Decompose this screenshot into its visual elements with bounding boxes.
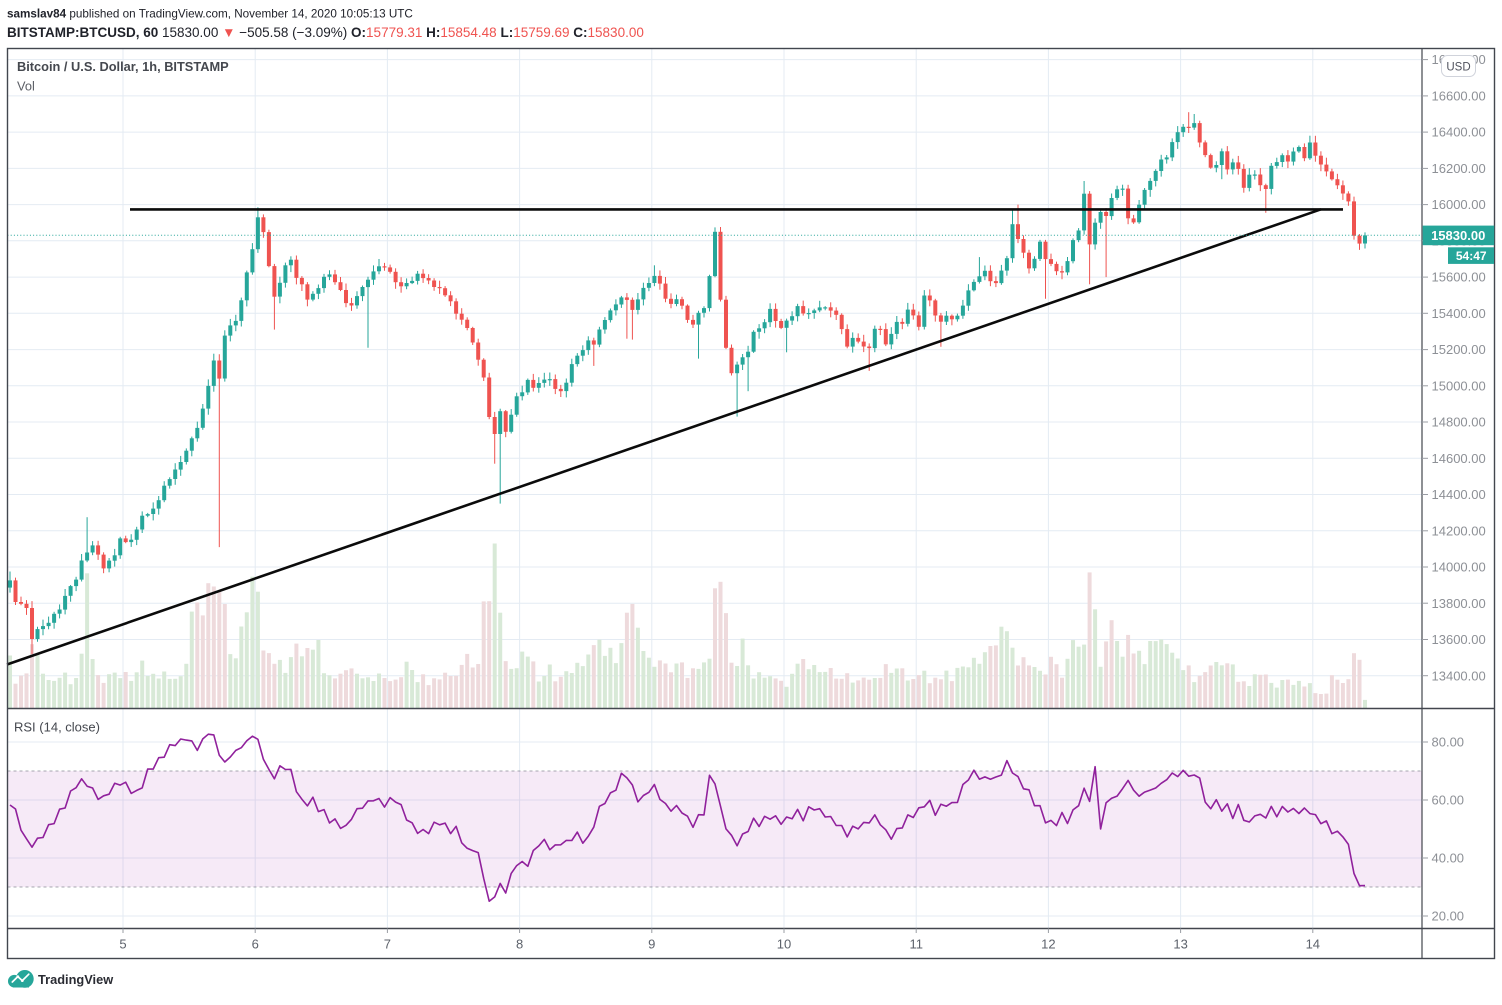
svg-text:BITSTAMP:BTCUSD, 60 15830.00: BITSTAMP:BTCUSD, 60 15830.00 ▼ −505.58 (… bbox=[7, 25, 644, 40]
svg-text:14000.00: 14000.00 bbox=[1432, 560, 1486, 575]
svg-text:40.00: 40.00 bbox=[1432, 851, 1465, 866]
svg-text:15000.00: 15000.00 bbox=[1432, 378, 1486, 393]
svg-text:7: 7 bbox=[384, 937, 391, 952]
svg-text:20.00: 20.00 bbox=[1432, 909, 1465, 924]
svg-text:Bitcoin / U.S. Dollar, 1h, BIT: Bitcoin / U.S. Dollar, 1h, BITSTAMP bbox=[17, 59, 229, 74]
svg-text:16200.00: 16200.00 bbox=[1432, 161, 1486, 176]
svg-text:60.00: 60.00 bbox=[1432, 793, 1465, 808]
svg-text:16400.00: 16400.00 bbox=[1432, 125, 1486, 140]
svg-text:14800.00: 14800.00 bbox=[1432, 415, 1486, 430]
svg-text:Vol: Vol bbox=[17, 79, 35, 94]
svg-text:9: 9 bbox=[648, 937, 655, 952]
svg-text:14600.00: 14600.00 bbox=[1432, 451, 1486, 466]
svg-text:15830.00: 15830.00 bbox=[1431, 228, 1485, 243]
svg-text:11: 11 bbox=[909, 937, 923, 952]
svg-text:13800.00: 13800.00 bbox=[1432, 596, 1486, 611]
svg-text:15400.00: 15400.00 bbox=[1432, 306, 1486, 321]
svg-text:10: 10 bbox=[777, 937, 791, 952]
svg-text:16000.00: 16000.00 bbox=[1432, 197, 1486, 212]
svg-text:USD: USD bbox=[1446, 62, 1470, 74]
svg-text:13: 13 bbox=[1173, 937, 1187, 952]
svg-text:14200.00: 14200.00 bbox=[1432, 523, 1486, 538]
svg-text:6: 6 bbox=[252, 937, 259, 952]
svg-text:13600.00: 13600.00 bbox=[1432, 632, 1486, 647]
svg-text:54:47: 54:47 bbox=[1456, 249, 1487, 263]
svg-text:samslav84 published on Trading: samslav84 published on TradingView.com, … bbox=[7, 8, 413, 21]
svg-text:13400.00: 13400.00 bbox=[1432, 668, 1486, 683]
svg-text:14400.00: 14400.00 bbox=[1432, 487, 1486, 502]
svg-text:14: 14 bbox=[1306, 937, 1320, 952]
svg-text:15200.00: 15200.00 bbox=[1432, 342, 1486, 357]
svg-text:RSI (14, close): RSI (14, close) bbox=[14, 720, 100, 735]
svg-text:16600.00: 16600.00 bbox=[1432, 89, 1486, 104]
svg-text:TradingView: TradingView bbox=[38, 972, 113, 987]
svg-text:12: 12 bbox=[1041, 937, 1055, 952]
svg-text:80.00: 80.00 bbox=[1432, 735, 1465, 750]
svg-text:15600.00: 15600.00 bbox=[1432, 270, 1486, 285]
svg-text:8: 8 bbox=[516, 937, 523, 952]
svg-text:5: 5 bbox=[119, 937, 126, 952]
